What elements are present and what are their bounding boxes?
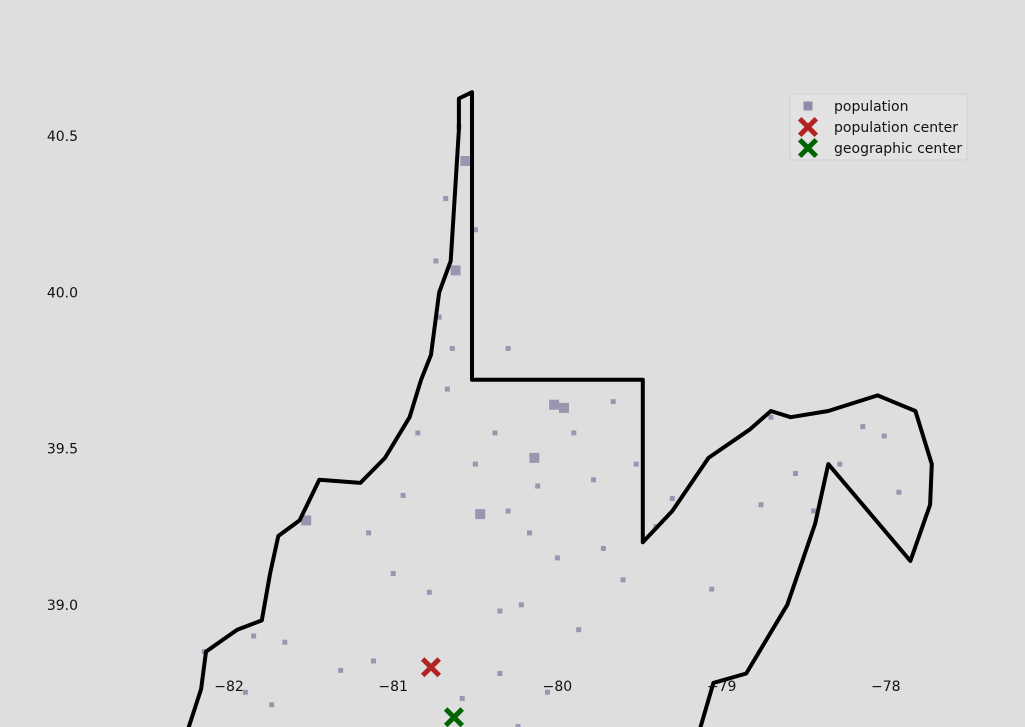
population-marker: [515, 724, 521, 727]
population-marker: [443, 196, 449, 201]
population-marker: [269, 702, 275, 708]
population-marker: [436, 314, 442, 320]
population-marker: [709, 586, 715, 592]
population-marker: [472, 461, 478, 467]
population-marker: [571, 430, 577, 436]
legend-population-marker: [803, 101, 813, 111]
population-marker: [301, 515, 312, 526]
y-tick-label: 40.0: [47, 285, 78, 301]
population-markers: [201, 124, 902, 727]
population-marker: [591, 477, 596, 483]
population-marker: [505, 508, 511, 514]
x-tick-label: −80: [543, 679, 573, 695]
legend-geographic-center-marker: [797, 137, 819, 159]
population-marker: [811, 508, 817, 514]
population-marker: [415, 430, 421, 436]
population-marker: [459, 696, 465, 701]
x-tick-label: −81: [378, 679, 408, 695]
population-marker: [559, 402, 569, 413]
population-marker: [338, 667, 344, 673]
population-marker: [426, 589, 432, 595]
state-boundary: [186, 90, 934, 727]
population-marker: [460, 156, 471, 166]
population-marker: [669, 496, 675, 501]
population-center-marker: [420, 657, 442, 678]
population-marker: [610, 399, 616, 405]
population-marker: [492, 430, 498, 436]
x-axis-ticks: −82 −81 −80 −79 −78: [214, 679, 900, 695]
legend-label: geographic center: [834, 141, 962, 157]
population-marker: [860, 424, 866, 430]
population-marker: [793, 471, 798, 476]
population-marker: [433, 258, 439, 264]
population-marker: [242, 689, 248, 695]
population-marker: [472, 227, 478, 233]
population-marker: [449, 346, 455, 351]
population-marker: [497, 671, 503, 676]
population-marker: [518, 602, 524, 608]
population-marker: [600, 546, 606, 551]
population-marker: [497, 608, 503, 614]
x-tick-label: −78: [871, 679, 901, 695]
population-marker: [505, 346, 511, 351]
population-marker: [390, 571, 396, 576]
geographic-center-marker: [443, 707, 464, 727]
population-marker: [400, 492, 406, 498]
population-marker: [758, 502, 764, 508]
population-marker: [620, 577, 626, 583]
x-tick-label: −79: [707, 679, 737, 695]
center-markers: [420, 657, 464, 727]
population-marker: [896, 489, 902, 495]
population-marker: [444, 386, 450, 392]
population-marker: [282, 639, 288, 645]
population-marker: [535, 483, 541, 489]
y-tick-label: 39.0: [47, 598, 78, 614]
population-marker: [549, 399, 560, 410]
legend-box: [789, 93, 968, 161]
population-marker: [366, 530, 372, 536]
population-marker: [545, 689, 550, 695]
population-marker: [475, 509, 486, 520]
y-axis-ticks: 37.538.038.539.039.540.040.5: [47, 129, 78, 614]
population-marker: [527, 530, 532, 536]
population-marker: [768, 414, 774, 420]
population-marker: [529, 452, 540, 463]
x-tick-label: −82: [214, 679, 244, 695]
population-marker: [576, 627, 582, 633]
population-marker: [881, 433, 887, 439]
y-tick-label: 39.5: [47, 442, 78, 458]
legend: population population center geographic ce…: [789, 93, 968, 161]
y-tick-label: 40.5: [47, 129, 78, 145]
population-marker: [837, 461, 843, 467]
population-marker: [251, 633, 257, 639]
population-marker: [554, 555, 560, 561]
population-marker: [450, 265, 461, 276]
population-marker: [633, 461, 639, 467]
legend-label: population: [834, 99, 909, 115]
population-marker: [371, 658, 376, 664]
legend-population-center-marker: [797, 116, 819, 138]
legend-label: population center: [834, 120, 958, 136]
